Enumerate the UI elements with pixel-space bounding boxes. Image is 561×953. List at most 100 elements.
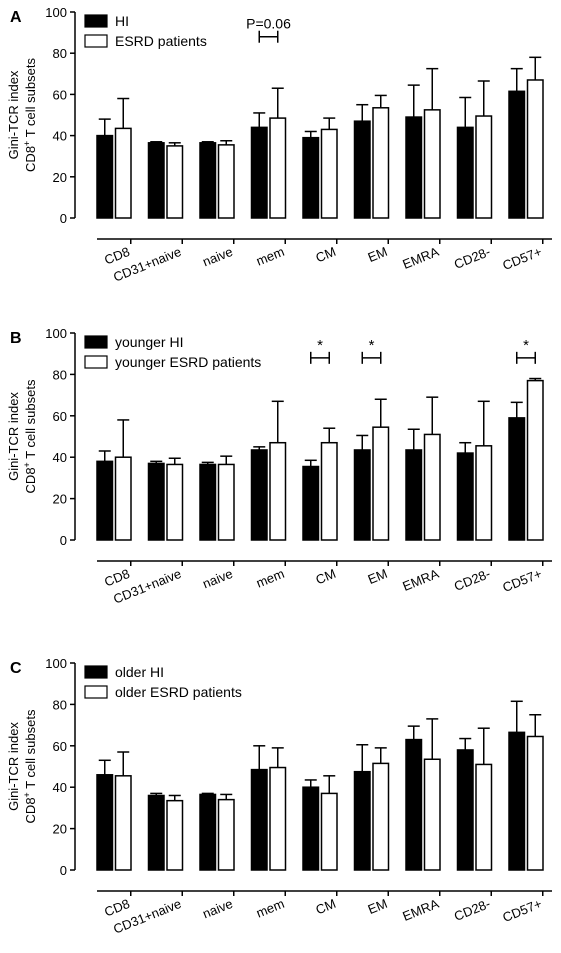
y-axis-label-rest: T cell subsets <box>23 709 38 792</box>
legend-label: younger HI <box>115 334 183 350</box>
y-tick-label: 0 <box>60 211 67 226</box>
bar <box>508 731 526 871</box>
legend-label: older HI <box>115 664 164 680</box>
bar <box>353 120 371 219</box>
y-tick-label: 20 <box>53 170 67 185</box>
legend-label: older ESRD patients <box>115 684 242 700</box>
annotation-text: * <box>317 337 323 354</box>
y-tick-label: 0 <box>60 863 67 878</box>
legend-label: younger ESRD patients <box>115 354 261 370</box>
x-tick-label: CD28- <box>452 566 492 594</box>
x-tick-label: EM <box>366 244 390 265</box>
bar <box>475 763 493 871</box>
bar <box>199 463 217 541</box>
bar <box>217 144 235 219</box>
bar <box>405 449 423 541</box>
y-axis-label-sup: + <box>22 462 32 467</box>
y-tick-label: 40 <box>53 129 67 144</box>
bar <box>475 445 493 541</box>
y-axis-label: Gini-TCR index <box>6 70 21 159</box>
y-tick-label: 60 <box>53 409 67 424</box>
y-tick-label: 40 <box>53 780 67 795</box>
bar <box>423 758 441 871</box>
bar <box>96 134 114 219</box>
legend-label: HI <box>115 13 129 29</box>
y-tick-label: 80 <box>53 46 67 61</box>
x-tick-label: mem <box>254 896 286 921</box>
x-tick-label: CM <box>314 244 338 265</box>
legend-swatch <box>84 14 108 28</box>
bar <box>423 433 441 541</box>
bar <box>405 116 423 219</box>
y-axis-label-main: CD8 <box>23 467 38 493</box>
x-tick-label: CD57+ <box>500 896 543 925</box>
y-tick-label: 40 <box>53 450 67 465</box>
y-axis-label-sup: + <box>22 141 32 146</box>
bar <box>217 463 235 541</box>
bar <box>475 115 493 219</box>
panel-c: C Gini-TCR index CD8+ T cell subsets 0 20 40 6… <box>6 656 552 937</box>
x-tick-label: mem <box>254 244 286 269</box>
bar <box>199 142 217 219</box>
bar <box>217 798 235 871</box>
bar <box>423 109 441 219</box>
legend-swatch <box>84 34 108 48</box>
bar <box>96 774 114 871</box>
panel-b: B Gini-TCR index CD8+ T cell subsets 0 20 40 6… <box>6 326 552 607</box>
legend-swatch <box>84 355 108 369</box>
bar <box>302 136 320 219</box>
bar <box>250 126 268 219</box>
x-tick-label: mem <box>254 566 286 591</box>
y-axis-label: Gini-TCR index <box>6 722 21 811</box>
x-tick-label: CD28- <box>452 244 492 272</box>
bar <box>353 449 371 541</box>
panel-label: C <box>10 660 22 677</box>
panel-label: B <box>10 330 22 347</box>
bar <box>147 462 165 541</box>
y-tick-label: 100 <box>45 656 67 671</box>
bar <box>114 456 132 541</box>
bar <box>114 127 132 219</box>
bar <box>166 145 184 219</box>
legend-label: ESRD patients <box>115 33 207 49</box>
bar <box>147 794 165 871</box>
y-tick-label: 20 <box>53 492 67 507</box>
y-axis-label-main: CD8 <box>23 146 38 172</box>
bar <box>166 463 184 541</box>
bar <box>250 449 268 541</box>
y-axis-label-main: CD8 <box>23 797 38 823</box>
x-tick-label: CD57+ <box>500 244 543 273</box>
panel-label: A <box>10 9 22 26</box>
y-tick-label: 80 <box>53 697 67 712</box>
bar <box>269 441 287 541</box>
bar <box>526 379 544 541</box>
x-tick-label: CM <box>314 896 338 917</box>
x-tick-label: EMRA <box>400 896 441 924</box>
annotation-text: * <box>523 337 529 354</box>
bar <box>526 735 544 871</box>
bar <box>147 142 165 219</box>
x-tick-label: CD28- <box>452 896 492 924</box>
bar <box>96 460 114 541</box>
x-tick-label: CM <box>314 566 338 587</box>
x-tick-label: EM <box>366 896 390 917</box>
bar <box>372 426 390 541</box>
y-tick-label: 20 <box>53 822 67 837</box>
y-axis-label-2: CD8+ T cell subsets <box>22 379 38 493</box>
y-axis-label-2: CD8+ T cell subsets <box>22 709 38 823</box>
legend-swatch <box>84 685 108 699</box>
x-tick-label: naive <box>200 566 234 592</box>
legend-swatch <box>84 335 108 349</box>
bar <box>320 792 338 871</box>
bar <box>405 738 423 871</box>
bar <box>320 441 338 541</box>
x-tick-label: naive <box>200 896 234 922</box>
bar <box>302 465 320 541</box>
y-axis-label-rest: T cell subsets <box>23 379 38 462</box>
y-axis-label-rest: T cell subsets <box>23 58 38 141</box>
bar <box>353 770 371 871</box>
y-tick-label: 60 <box>53 739 67 754</box>
y-tick-label: 60 <box>53 87 67 102</box>
bar <box>372 107 390 219</box>
